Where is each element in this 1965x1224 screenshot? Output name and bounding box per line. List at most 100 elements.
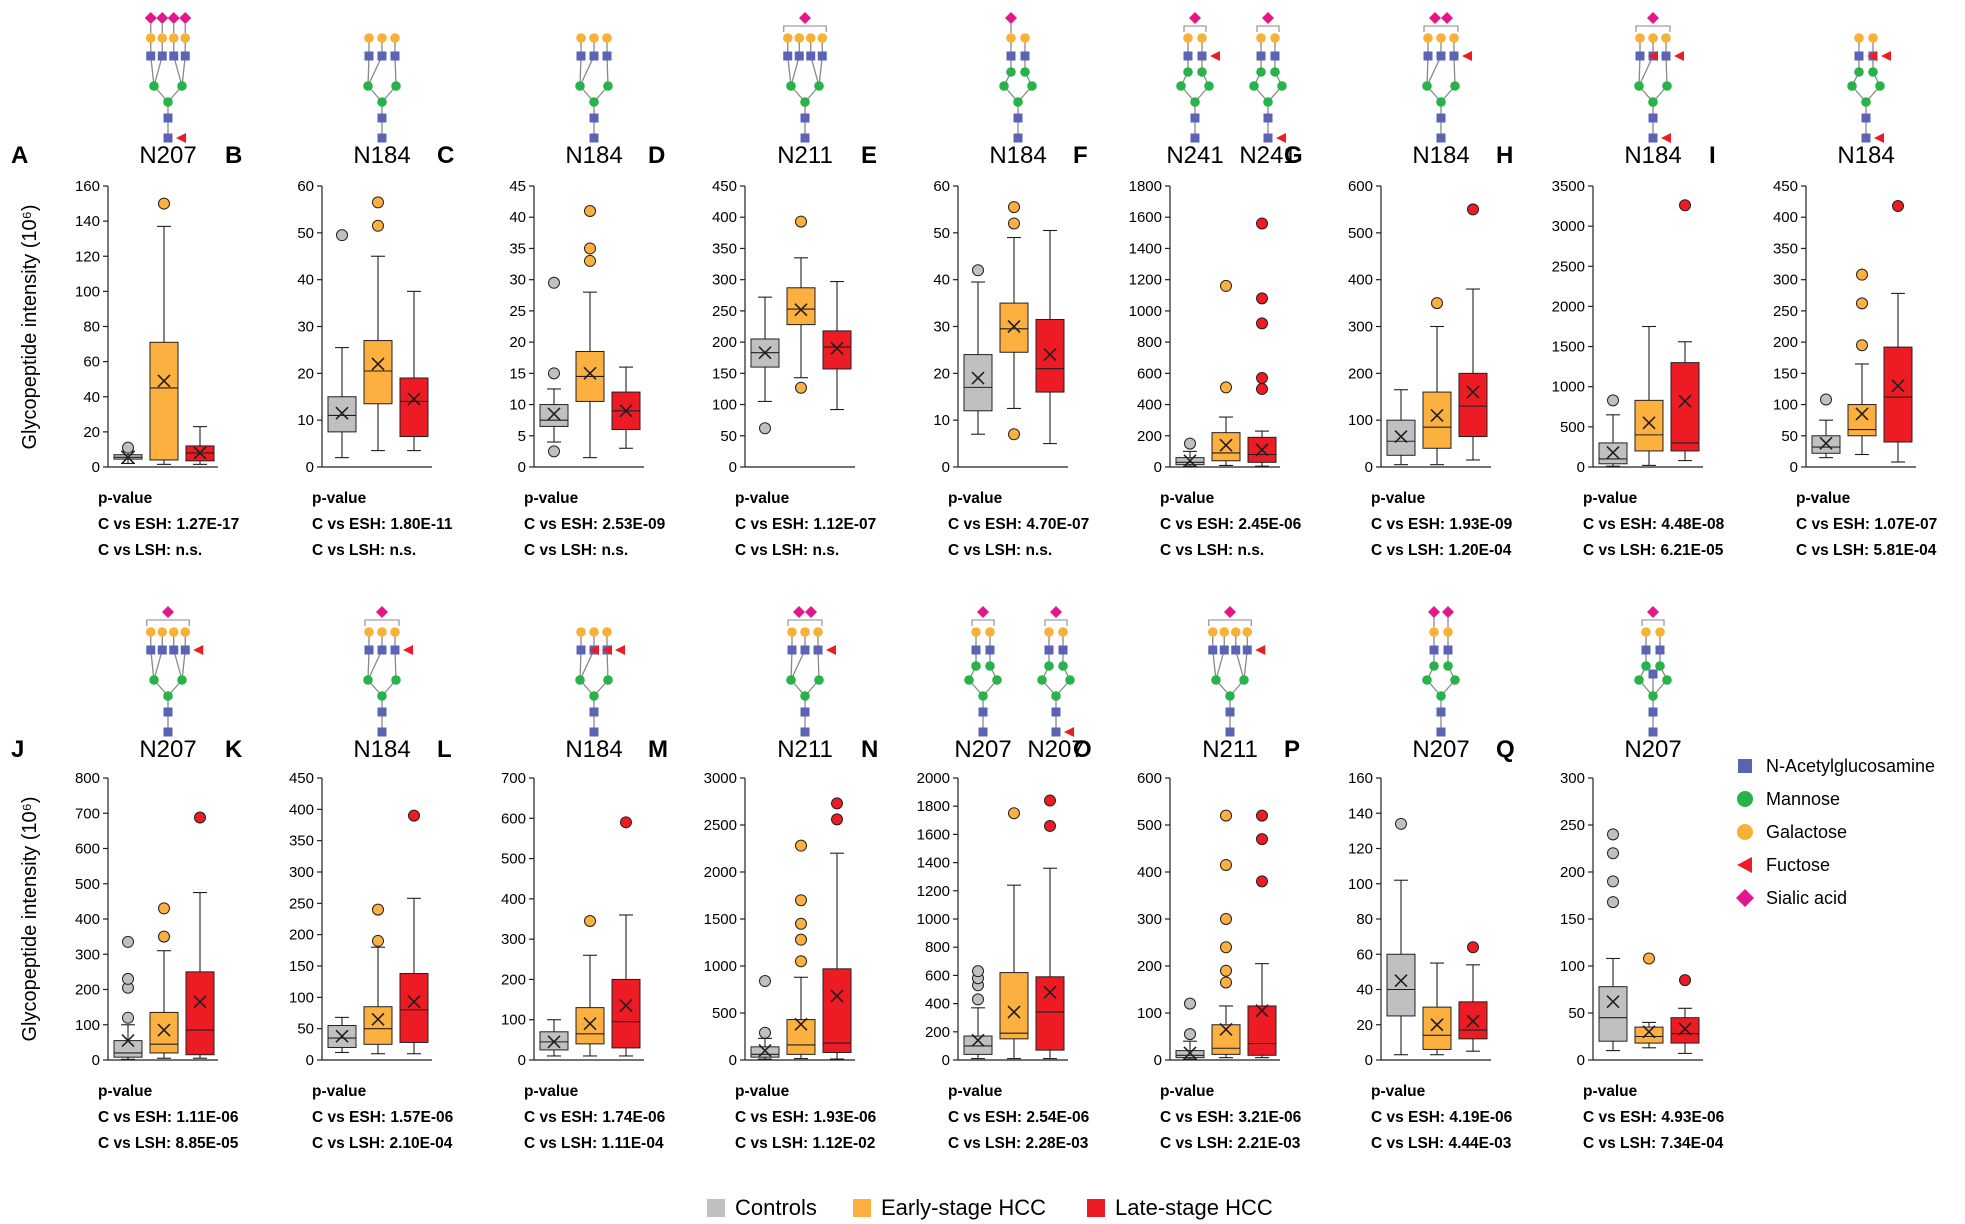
glycan-structure <box>1634 606 1672 737</box>
mannose-icon <box>1875 81 1885 91</box>
galactose-icon <box>1423 33 1433 43</box>
mannose-icon <box>1450 81 1460 91</box>
red-triangle-icon <box>1737 857 1752 873</box>
mean-marker <box>547 1035 561 1049</box>
y-tick-label: 15 <box>509 365 526 382</box>
mannose-icon <box>800 691 810 701</box>
y-tick-label: 80 <box>83 319 100 336</box>
box-late-stage-hcc <box>399 809 429 1055</box>
y-tick-label: 300 <box>501 931 526 948</box>
glcnac-icon <box>1854 51 1864 61</box>
glycan-bond <box>790 649 793 681</box>
y-tick-label: 100 <box>1348 876 1373 893</box>
box-iqr <box>1634 1026 1664 1044</box>
fucose-icon <box>193 645 204 655</box>
mean-marker <box>371 357 385 371</box>
glycan-structure <box>782 12 828 143</box>
glcnac-icon <box>813 645 823 655</box>
glcnac-icon <box>1861 133 1871 143</box>
y-tick-label: 450 <box>289 770 314 787</box>
mannose-icon <box>786 81 796 91</box>
y-tick-label: 50 <box>297 1021 314 1038</box>
panel-b: B N184 0 10 20 30 40 50 60 p-value C vs ESH: 1.80E… <box>225 142 453 559</box>
y-tick-label: 200 <box>1560 864 1585 881</box>
fucose-icon <box>403 645 413 655</box>
y-tick-label: 500 <box>75 876 100 893</box>
glcnac-icon <box>163 707 173 717</box>
site-label: N207 <box>1027 736 1084 763</box>
mannose-icon <box>163 97 173 107</box>
galactose-icon <box>377 33 387 43</box>
fucose-icon <box>1064 727 1074 737</box>
mean-marker <box>1183 1046 1197 1060</box>
galactose-icon <box>1429 627 1439 637</box>
glycan-bond <box>1426 55 1429 87</box>
glcnac-icon <box>1263 113 1273 123</box>
y-tick-label: 2500 <box>704 817 737 834</box>
outlier-point <box>1220 279 1232 292</box>
mannose-icon <box>814 81 824 91</box>
sialic-acid-icon <box>1050 606 1062 618</box>
box-iqr <box>822 330 852 370</box>
pvalue-esh: C vs ESH: 1.07E-07 <box>1796 516 1937 533</box>
glycan-bond <box>153 649 163 681</box>
galactose-icon <box>180 627 191 637</box>
glcnac-icon <box>377 51 387 61</box>
panel-j: J N207 0 100 200 300 400 500 600 700 800 p-value C v… <box>11 736 239 1152</box>
box-early-stage-hcc <box>1634 325 1664 466</box>
mannose-icon <box>1429 661 1439 671</box>
y-tick-label: 1000 <box>1129 303 1162 320</box>
y-tick-label: 600 <box>1137 770 1162 787</box>
y-tick-label: 0 <box>729 459 737 476</box>
outlier-point <box>1856 268 1868 281</box>
y-tick-label: 700 <box>75 805 100 822</box>
y-tick-label: 25 <box>509 303 526 320</box>
glcnac-icon <box>364 51 374 61</box>
panel-letter: G <box>1284 142 1303 169</box>
outlier-point <box>548 276 560 289</box>
mannose-icon <box>1020 67 1030 77</box>
sialic-acid-icon <box>167 12 180 24</box>
y-tick-label: 0 <box>306 1052 314 1069</box>
y-tick-label: 0 <box>729 1052 737 1069</box>
glycan-bond <box>1243 649 1248 681</box>
pvalue-esh: C vs ESH: 1.57E-06 <box>312 1109 454 1126</box>
glycan-bond <box>1638 55 1641 87</box>
box-iqr <box>185 971 215 1056</box>
y-axis-label: Glycopeptide intensity (10⁶) <box>19 204 41 449</box>
galactose-icon <box>1868 33 1878 43</box>
box-iqr <box>963 1035 993 1055</box>
sialic-acid-icon <box>376 606 388 618</box>
pvalue-heading: p-value <box>524 490 579 507</box>
y-tick-label: 1400 <box>1129 240 1162 257</box>
outlier-point <box>122 972 134 985</box>
y-tick-label: 100 <box>75 283 100 300</box>
box-late-stage-hcc <box>611 816 641 1057</box>
galactose-icon <box>1854 33 1864 43</box>
y-tick-label: 100 <box>1348 412 1373 429</box>
sialic-acid-icon <box>1429 12 1441 24</box>
mean-marker <box>121 450 135 464</box>
y-tick-label: 400 <box>1137 397 1162 414</box>
galactose-icon <box>377 627 387 637</box>
box-iqr <box>1035 318 1065 393</box>
y-tick-label: 400 <box>1137 864 1162 881</box>
outlier-point <box>1679 199 1691 212</box>
pvalue-esh: C vs ESH: 4.93E-06 <box>1583 1109 1725 1126</box>
glcnac-icon <box>163 133 173 143</box>
monosaccharide-legend: N-Acetylglucosamine Mannose Galactose Fucto… <box>1736 756 1935 908</box>
outlier-point <box>1184 437 1196 450</box>
legend-label: Sialic acid <box>1766 888 1847 908</box>
mannose-icon <box>391 81 401 91</box>
glcnac-icon <box>146 51 156 61</box>
fucose-icon <box>1881 51 1891 61</box>
pvalue-lsh: C vs LSH: n.s. <box>98 542 202 559</box>
pvalue-lsh: C vs LSH: 2.28E-03 <box>948 1135 1089 1152</box>
legend-group-label: Early-stage HCC <box>881 1195 1046 1220</box>
outlier-point <box>1008 201 1020 214</box>
glycan-bracket <box>1256 25 1280 32</box>
glcnac-icon <box>1051 727 1061 737</box>
glcnac-icon <box>1655 645 1665 655</box>
outlier-point <box>158 902 170 915</box>
